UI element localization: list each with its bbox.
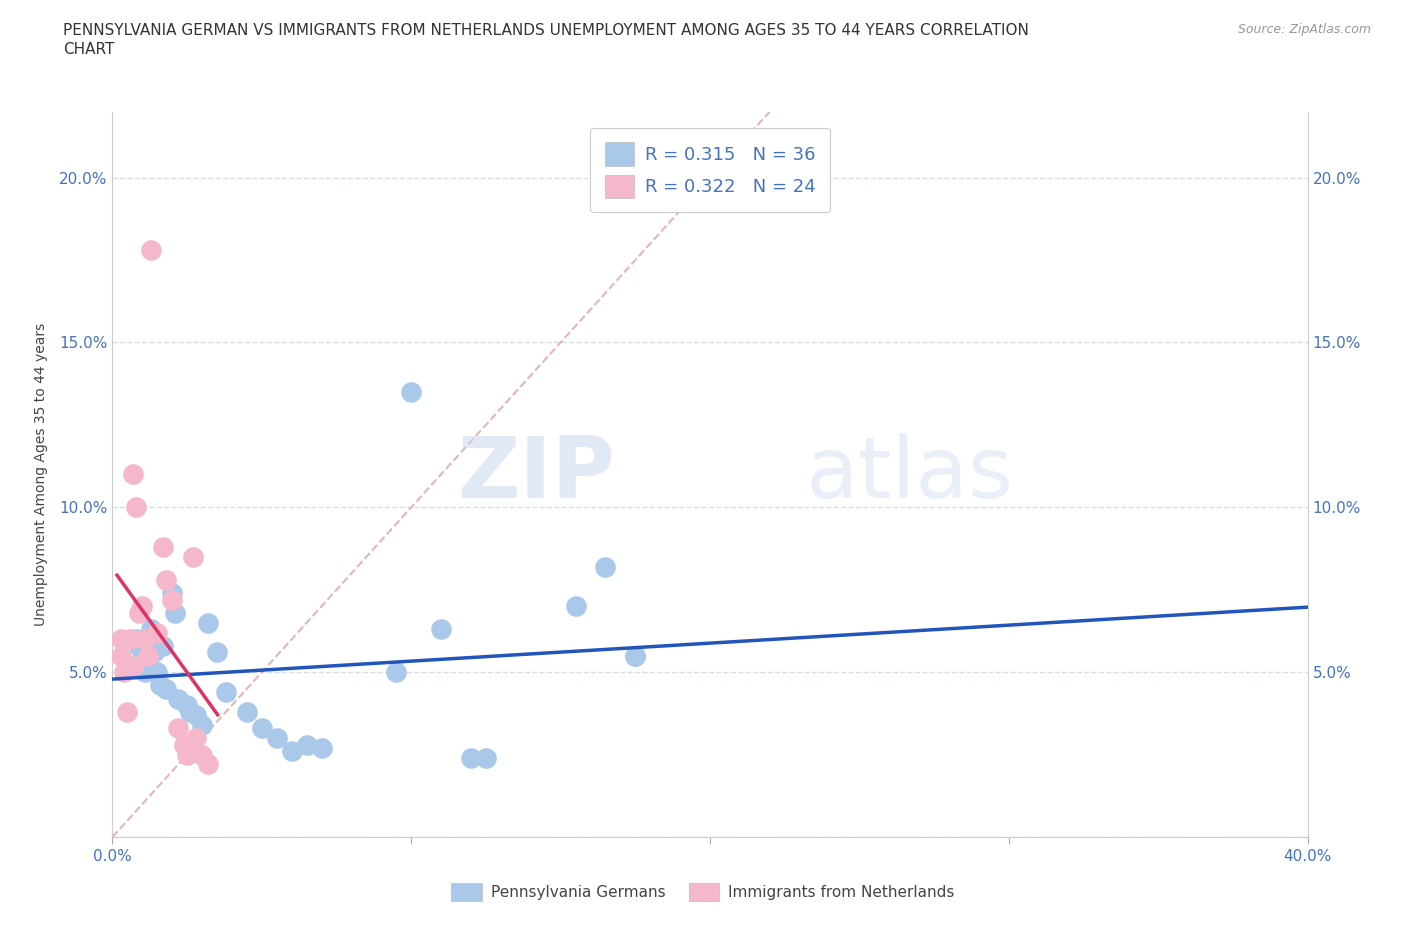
Point xyxy=(205,644,228,659)
Point xyxy=(167,721,190,736)
Legend: Pennsylvania Germans, Immigrants from Netherlands: Pennsylvania Germans, Immigrants from Ne… xyxy=(444,875,962,909)
Point xyxy=(475,751,498,765)
Point xyxy=(173,737,195,752)
Point xyxy=(167,691,190,706)
Point xyxy=(564,599,586,614)
Point xyxy=(430,622,453,637)
Point xyxy=(146,665,169,680)
Point xyxy=(146,625,169,640)
Point xyxy=(162,592,183,607)
Point xyxy=(186,731,208,746)
Point xyxy=(122,467,145,482)
Point xyxy=(134,631,156,646)
Point xyxy=(236,704,259,719)
Point xyxy=(110,648,132,663)
Point xyxy=(162,586,183,601)
Point xyxy=(460,751,482,765)
Point xyxy=(191,717,214,732)
Point xyxy=(215,684,238,699)
Point xyxy=(128,605,150,620)
Point xyxy=(401,384,423,399)
Point xyxy=(176,747,198,762)
Point xyxy=(138,648,160,663)
Point xyxy=(181,550,204,565)
Point xyxy=(176,698,198,712)
Point xyxy=(141,243,163,258)
Text: ZIP: ZIP xyxy=(457,432,614,516)
Point xyxy=(197,757,219,772)
Point xyxy=(266,731,288,746)
Point xyxy=(186,708,208,723)
Point xyxy=(125,631,148,646)
Point xyxy=(134,665,156,680)
Point xyxy=(143,644,166,659)
Point xyxy=(125,499,148,514)
Text: Source: ZipAtlas.com: Source: ZipAtlas.com xyxy=(1237,23,1371,36)
Point xyxy=(120,631,142,646)
Point xyxy=(197,616,219,631)
Point xyxy=(179,704,201,719)
Point xyxy=(149,678,172,693)
Point xyxy=(311,740,333,755)
Point xyxy=(110,631,132,646)
Y-axis label: Unemployment Among Ages 35 to 44 years: Unemployment Among Ages 35 to 44 years xyxy=(34,323,48,626)
Point xyxy=(595,559,617,574)
Point xyxy=(250,721,273,736)
Point xyxy=(117,704,139,719)
Text: atlas: atlas xyxy=(806,432,1014,516)
Point xyxy=(624,648,647,663)
Point xyxy=(122,658,145,673)
Point xyxy=(295,737,318,752)
Point xyxy=(155,681,177,696)
Point xyxy=(165,605,187,620)
Point xyxy=(281,744,304,759)
Point xyxy=(385,665,408,680)
Point xyxy=(191,747,214,762)
Point xyxy=(114,665,135,680)
Point xyxy=(128,638,150,653)
Point xyxy=(131,644,153,659)
Point xyxy=(155,572,177,587)
Point xyxy=(131,599,153,614)
Point xyxy=(131,658,153,673)
Point xyxy=(141,622,163,637)
Point xyxy=(152,638,174,653)
Point xyxy=(152,539,174,554)
Point xyxy=(624,648,647,663)
Legend: R = 0.315   N = 36, R = 0.322   N = 24: R = 0.315 N = 36, R = 0.322 N = 24 xyxy=(591,128,830,212)
Text: CHART: CHART xyxy=(63,42,115,57)
Text: PENNSYLVANIA GERMAN VS IMMIGRANTS FROM NETHERLANDS UNEMPLOYMENT AMONG AGES 35 TO: PENNSYLVANIA GERMAN VS IMMIGRANTS FROM N… xyxy=(63,23,1029,38)
